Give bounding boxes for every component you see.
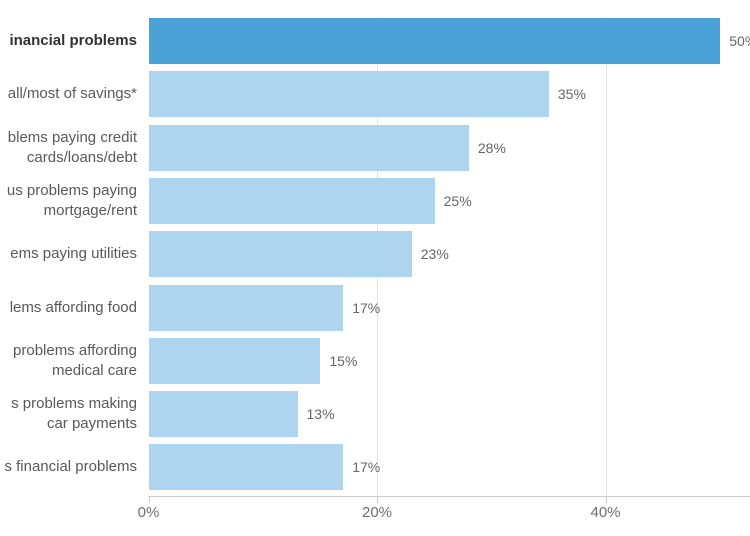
bar-row-medical-care: problems affording medical care 15% [0,337,750,384]
gridline-40pct [605,17,607,496]
category-label: ems paying utilities [10,245,137,263]
bar-utilities [149,231,412,278]
category-label: s financial problems [4,458,137,476]
x-axis-tick-label-0: 0% [137,504,160,521]
bar-mortgage-rent [149,177,435,224]
category-label: all/most of savings* [7,85,137,103]
category-label: s problems making car payments [11,395,137,433]
category-label: lems affording food [9,298,137,316]
bar-row-car-payments: s problems making car payments 13% [0,391,750,438]
x-axis-tick-label-20: 20% [361,504,393,521]
value-label: 35% [557,86,586,103]
bar-row-savings: all/most of savings* 35% [0,71,750,118]
bar-savings [149,71,549,118]
bar-row-mortgage-rent: us problems paying mortgage/rent 25% [0,177,750,224]
bar-credit-cards-loans-debt [149,124,469,171]
value-label: 17% [352,459,381,476]
bar-other-financial-problems [149,444,344,491]
x-axis-line [148,496,750,497]
bar-financial-problems [149,18,721,64]
bar-food [149,284,344,331]
value-label: 17% [352,299,381,316]
bar-row-utilities: ems paying utilities 23% [0,231,750,278]
value-label: 50% [729,33,750,49]
bar-row-any-financial-problems: inancial problems 50% [0,18,750,64]
x-axis-tick-20 [377,496,378,503]
value-label: 15% [329,352,358,369]
x-axis-tick-40 [605,496,607,503]
bar-row-other-financial-problems: s financial problems 17% [0,444,750,491]
bar-row-credit-cards-loans-debt: blems paying credit cards/loans/debt 28% [0,124,750,171]
value-label: 13% [306,406,335,423]
category-label: inancial problems [9,32,137,49]
category-label: us problems paying mortgage/rent [6,181,137,219]
bar-car-payments [149,391,298,438]
value-label: 23% [420,246,449,263]
bar-medical-care [149,337,321,384]
value-label: 25% [443,192,472,209]
x-axis-tick-0 [148,496,150,503]
bar-row-food: lems affording food 17% [0,284,750,331]
x-axis-tick-label-40: 40% [590,504,621,521]
category-label: problems affording medical care [13,341,137,379]
value-label: 28% [477,139,506,156]
category-label: blems paying credit cards/loans/debt [7,128,137,166]
